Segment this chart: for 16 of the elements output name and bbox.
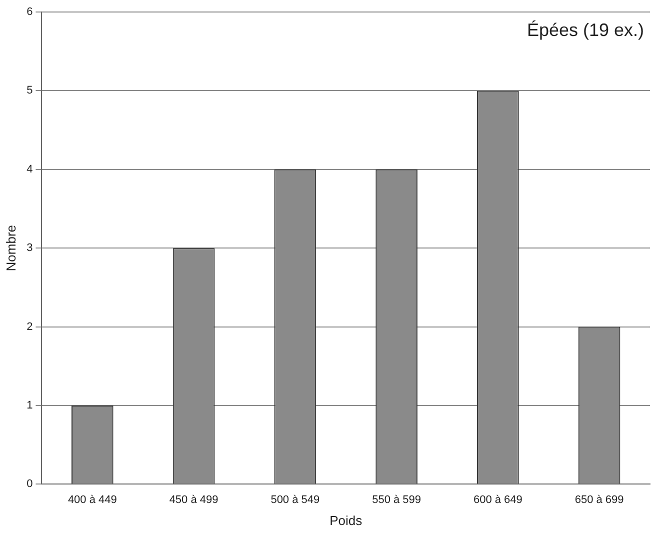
y-tick-label: 5	[26, 84, 33, 97]
y-tick-label: 1	[26, 400, 33, 412]
x-tick-label: 600 à 649	[473, 494, 522, 506]
x-tick-label: 450 à 499	[169, 494, 218, 506]
x-axis-title: Poids	[330, 512, 363, 528]
x-tick-label: 500 à 549	[270, 494, 320, 506]
x-tick-label: 650 à 699	[574, 494, 624, 506]
y-tick-label: 3	[26, 242, 33, 254]
chart-title: Épées (19 ex.)	[526, 20, 644, 40]
x-tick-label: 550 à 599	[372, 494, 422, 506]
x-tick-label: 400 à 449	[68, 494, 117, 506]
y-tick-label: 4	[26, 163, 33, 176]
y-tick-label: 0	[26, 478, 33, 490]
y-tick-label: 2	[26, 320, 33, 333]
y-axis-title: Nombre	[3, 224, 18, 272]
y-tick-label: 6	[26, 6, 33, 18]
